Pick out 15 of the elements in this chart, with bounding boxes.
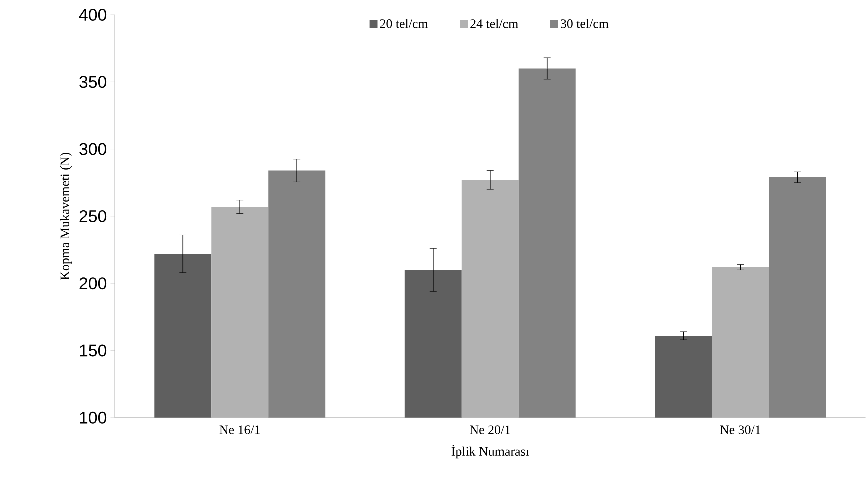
- legend-label: 24 tel/cm: [470, 19, 518, 28]
- y-tick-label: 150: [80, 344, 107, 357]
- x-axis-title: İplik Numarası: [452, 445, 530, 459]
- y-tick-label: 400: [79, 9, 107, 22]
- y-tick-label: 250: [80, 210, 107, 223]
- x-tick-label: Ne 20/1: [470, 426, 510, 434]
- y-tick-label: 100: [80, 412, 107, 424]
- x-tick-label: Ne 30/1: [720, 426, 761, 434]
- legend-label: 20 tel/cm: [380, 19, 428, 28]
- y-tick-label: 200: [80, 278, 107, 290]
- x-tick-label: Ne 16/1: [220, 426, 260, 434]
- y-axis-title: Kopma Mukavemeti (N): [60, 153, 72, 280]
- y-tick-label: 300: [80, 143, 107, 156]
- y-tick-label: 350: [80, 76, 107, 88]
- legend-label: 30 tel/cm: [561, 19, 609, 28]
